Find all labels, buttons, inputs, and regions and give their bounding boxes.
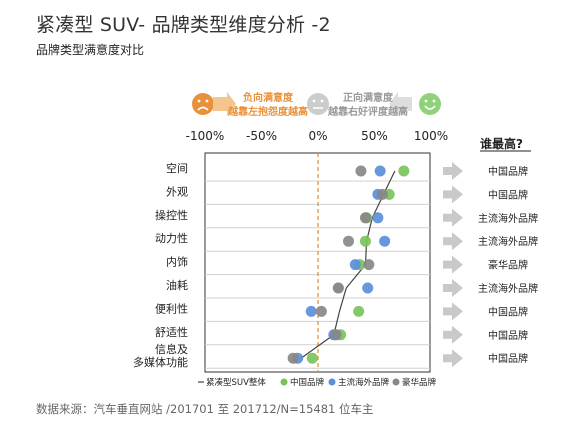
data-point bbox=[359, 235, 371, 247]
who-higher-answer: 豪华品牌 bbox=[488, 259, 528, 272]
x-tick-label: -50% bbox=[246, 129, 277, 143]
category-label: 内饰 bbox=[166, 255, 188, 269]
category-label: 便利性 bbox=[155, 301, 188, 315]
x-tick-label: -100% bbox=[186, 129, 225, 143]
left-arrow-icon bbox=[213, 92, 236, 116]
data-point bbox=[362, 282, 374, 294]
neutral-face-icon-circle bbox=[307, 93, 329, 115]
happy-face-icon bbox=[419, 93, 441, 115]
data-point bbox=[379, 235, 391, 247]
data-source: 数据来源：汽车垂直网站 /201701 至 201712/N=15481 位车主 bbox=[36, 402, 374, 416]
right-arrow-icon bbox=[389, 92, 412, 116]
page-title: 紧凑型 SUV- 品牌类型维度分析 -2 bbox=[36, 14, 331, 36]
positive-note-line2: 越靠右好评度越高 bbox=[327, 105, 408, 118]
plot-frame bbox=[204, 152, 431, 373]
happy-face-icon-eye-left bbox=[424, 99, 428, 103]
who-higher-answer: 中国品牌 bbox=[488, 305, 528, 318]
data-point bbox=[398, 165, 410, 177]
data-point bbox=[363, 259, 375, 271]
sad-face-icon-eye-left bbox=[197, 99, 201, 103]
row-arrow-icon bbox=[443, 232, 463, 251]
neutral-face-icon-eye-left bbox=[312, 99, 316, 103]
sad-face-icon-circle bbox=[192, 93, 214, 115]
row-arrow-icon bbox=[443, 255, 463, 274]
who-higher-answer: 中国品牌 bbox=[488, 165, 528, 178]
row-arrow-icon bbox=[443, 185, 463, 204]
legend-dot-swatch bbox=[392, 378, 400, 386]
negative-note-line1: 负向满意度 bbox=[243, 91, 294, 104]
category-label: 舒适性 bbox=[155, 325, 188, 339]
row-arrow-icon bbox=[443, 302, 463, 321]
data-point bbox=[349, 259, 361, 271]
sad-face-icon bbox=[192, 93, 214, 115]
data-point bbox=[355, 165, 367, 177]
row-arrow-icon bbox=[443, 325, 463, 344]
row-arrow-icon bbox=[443, 349, 463, 368]
data-point bbox=[287, 352, 299, 364]
data-point bbox=[359, 212, 371, 224]
legend-label: 紧凑型SUV整体 bbox=[206, 377, 266, 388]
who-higher-answer: 中国品牌 bbox=[488, 352, 528, 365]
data-point bbox=[353, 305, 365, 317]
page-subtitle: 品牌类型满意度对比 bbox=[36, 43, 145, 57]
legend-label: 主流海外品牌 bbox=[338, 377, 390, 388]
who-higher-answer: 中国品牌 bbox=[488, 188, 528, 201]
category-label: 空间 bbox=[166, 161, 188, 175]
x-tick-label: 100% bbox=[414, 129, 448, 143]
legend-dot-swatch bbox=[328, 378, 336, 386]
data-point bbox=[315, 305, 327, 317]
row-arrow-icon bbox=[443, 279, 463, 297]
neutral-face-icon bbox=[307, 93, 329, 115]
legend-dot-swatch bbox=[280, 378, 288, 386]
who-higher-answer: 主流海外品牌 bbox=[478, 212, 538, 225]
happy-face-icon-eye-right bbox=[432, 99, 436, 103]
happy-face-icon-mouth bbox=[424, 105, 436, 110]
category-label: 操控性 bbox=[155, 208, 188, 222]
data-point bbox=[343, 235, 355, 247]
legend-label: 豪华品牌 bbox=[402, 377, 437, 388]
category-label: 油耗 bbox=[166, 278, 188, 292]
sad-face-icon-eye-right bbox=[205, 99, 209, 103]
category-label: 动力性 bbox=[155, 231, 188, 245]
data-point bbox=[372, 212, 384, 224]
category-label: 外观 bbox=[166, 185, 188, 198]
neutral-face-icon-eye-right bbox=[320, 99, 324, 103]
who-higher-title: 谁最高? bbox=[480, 136, 523, 151]
positive-note-line1: 正向满意度 bbox=[343, 91, 394, 104]
who-higher-answer: 主流海外品牌 bbox=[478, 282, 538, 295]
data-point bbox=[330, 329, 342, 341]
row-arrow-icon bbox=[443, 208, 463, 227]
category-label: 多媒体功能 bbox=[133, 355, 188, 369]
data-point bbox=[332, 282, 344, 294]
row-arrow-icon bbox=[443, 162, 463, 180]
data-point bbox=[306, 352, 318, 364]
legend-label: 中国品牌 bbox=[290, 377, 325, 388]
sad-face-icon-mouth bbox=[197, 106, 209, 111]
category-label: 信息及 bbox=[155, 342, 188, 356]
data-point bbox=[376, 188, 388, 200]
negative-note-line2: 越靠左抱怨度越高 bbox=[227, 105, 308, 118]
data-point bbox=[305, 305, 317, 317]
happy-face-icon-circle bbox=[419, 93, 441, 115]
x-tick-label: 0% bbox=[308, 129, 327, 143]
x-tick-label: 50% bbox=[361, 129, 388, 143]
who-higher-answer: 中国品牌 bbox=[488, 329, 528, 342]
who-higher-answer: 主流海外品牌 bbox=[478, 235, 538, 248]
data-point bbox=[374, 165, 386, 177]
